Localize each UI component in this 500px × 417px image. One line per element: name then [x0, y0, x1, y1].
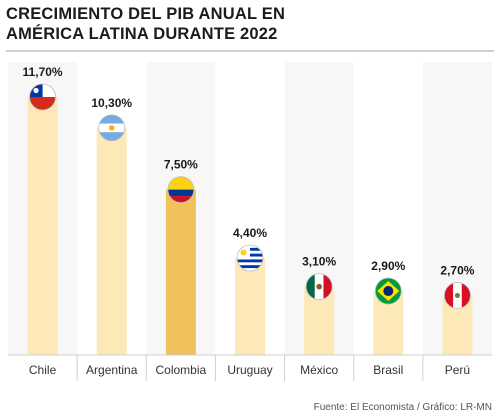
- value-label-chile: 11,70%: [23, 65, 63, 79]
- category-label-argentina: Argentina: [86, 363, 138, 377]
- bar-colombia: [165, 189, 196, 355]
- argentina-flag-icon: [98, 114, 126, 142]
- colombia-flag-icon: [167, 176, 195, 204]
- category-label-mexico: México: [300, 363, 338, 377]
- chart-title-line-1: CRECIMIENTO DEL PIB ANUAL EN: [6, 5, 286, 23]
- category-label-brasil: Brasil: [373, 363, 403, 377]
- title-divider: [6, 50, 494, 52]
- value-label-uruguay: 4,40%: [233, 226, 267, 240]
- uruguay-flag-icon: [236, 244, 264, 272]
- category-label-chile: Chile: [29, 363, 57, 377]
- category-label-colombia: Colombia: [156, 363, 207, 377]
- brazil-flag-icon: [374, 277, 402, 305]
- bar-argentina: [96, 127, 127, 355]
- value-label-argentina: 10,30%: [91, 96, 132, 110]
- category-label-peru: Perú: [445, 363, 470, 377]
- value-label-colombia: 7,50%: [164, 158, 198, 172]
- chart-title: CRECIMIENTO DEL PIB ANUAL EN AMÉRICA LAT…: [6, 4, 306, 44]
- value-label-peru: 2,70%: [440, 263, 474, 277]
- value-label-mexico: 3,10%: [302, 255, 336, 269]
- mexico-flag-icon: [305, 273, 333, 301]
- category-label-uruguay: Uruguay: [227, 363, 272, 377]
- bar-chile: [27, 97, 58, 355]
- peru-flag-icon: [444, 282, 471, 309]
- source-note: Fuente: El Economista / Gráfico: LR-MN: [313, 402, 492, 413]
- value-label-brasil: 2,90%: [371, 259, 405, 273]
- chile-flag-icon: [29, 83, 56, 111]
- bar-uruguay: [235, 257, 265, 355]
- chart-title-line-2: AMÉRICA LATINA DURANTE 2022: [6, 25, 278, 43]
